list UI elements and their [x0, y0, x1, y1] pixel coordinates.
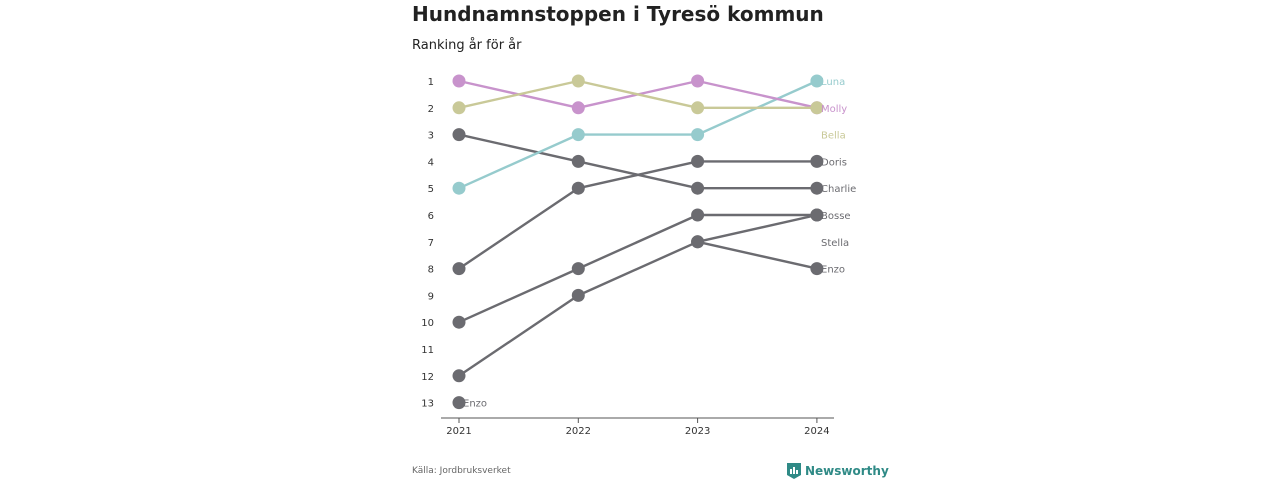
point-bella-2021[interactable]: [452, 101, 466, 115]
chart-title: Hundnamnstoppen i Tyresö kommun: [412, 2, 824, 26]
point-enzo-2023[interactable]: [691, 235, 705, 249]
point-bosse-2022[interactable]: [571, 288, 585, 302]
point-doris-2024[interactable]: [810, 154, 824, 168]
series-line-bella: [458, 79, 817, 110]
y-tick-label: 4: [428, 157, 434, 168]
series-line-enzo: [697, 240, 818, 270]
point-stella-2022[interactable]: [571, 262, 585, 276]
end-label-molly: Molly: [821, 104, 847, 115]
y-tick-label: 1: [428, 77, 434, 88]
y-tick-label: 10: [421, 318, 434, 329]
end-label-charlie: Charlie: [821, 184, 856, 195]
y-tick-label: 6: [428, 211, 434, 222]
point-stella-2021[interactable]: [452, 315, 466, 329]
end-label-bella: Bella: [821, 131, 846, 142]
x-tick-label: 2021: [446, 426, 471, 437]
point-doris-2022[interactable]: [571, 181, 585, 195]
y-tick-label: 7: [428, 238, 434, 249]
end-label-enzo: Enzo: [821, 265, 845, 276]
y-tick-label: 8: [428, 265, 434, 276]
point-stella-2024[interactable]: [810, 208, 824, 222]
point-bosse-2021[interactable]: [452, 369, 466, 383]
point-luna-2024[interactable]: [810, 74, 824, 88]
point-luna-2021[interactable]: [452, 181, 466, 195]
point-enzo-2021[interactable]: [452, 396, 466, 410]
end-label-bosse: Bosse: [821, 211, 851, 222]
y-tick-label: 13: [421, 399, 434, 410]
series-line-charlie: [458, 133, 817, 190]
point-luna-2022[interactable]: [571, 128, 585, 142]
source-note: Källa: Jordbruksverket: [412, 466, 511, 476]
end-label-doris: Doris: [821, 157, 847, 168]
y-tick-label: 5: [428, 184, 434, 195]
series-line-bosse: [458, 213, 818, 377]
point-enzo-2024[interactable]: [810, 262, 824, 276]
point-bella-2024[interactable]: [810, 101, 824, 115]
point-layer: [452, 74, 824, 410]
x-tick-label: 2022: [566, 426, 591, 437]
point-molly-2023[interactable]: [691, 74, 705, 88]
y-tick-label: 12: [421, 372, 434, 383]
point-charlie-2023[interactable]: [691, 181, 705, 195]
end-label-stella: Stella: [821, 238, 849, 249]
x-tick-label: 2023: [685, 426, 710, 437]
point-stella-2023[interactable]: [691, 208, 705, 222]
end-label-luna: Luna: [821, 77, 845, 88]
y-tick-label: 3: [428, 131, 434, 142]
point-charlie-2024[interactable]: [810, 181, 824, 195]
point-luna-2023[interactable]: [691, 128, 705, 142]
point-molly-2022[interactable]: [571, 101, 585, 115]
label-layer: Luna Molly Bella Doris Charlie Bosse Stella Enz…: [463, 77, 856, 410]
x-tick-label: 2024: [804, 426, 829, 437]
newsworthy-icon: [787, 463, 801, 479]
y-tick-label: 2: [428, 104, 434, 115]
series-line-stella: [458, 213, 817, 324]
y-tick-label: 9: [428, 291, 434, 302]
point-charlie-2022[interactable]: [571, 154, 585, 168]
point-bella-2023[interactable]: [691, 101, 705, 115]
point-bella-2022[interactable]: [571, 74, 585, 88]
point-doris-2021[interactable]: [452, 262, 466, 276]
start-label-enzo: Enzo: [463, 399, 487, 410]
point-molly-2021[interactable]: [452, 74, 466, 88]
line-layer: [458, 79, 818, 377]
series-line-luna: [458, 79, 818, 190]
point-charlie-2021[interactable]: [452, 128, 466, 142]
chart-subtitle: Ranking år för år: [412, 38, 522, 53]
brand-name: Newsworthy: [805, 464, 889, 478]
y-tick-label: 11: [421, 345, 434, 356]
brand-logo[interactable]: Newsworthy: [787, 463, 889, 479]
point-doris-2023[interactable]: [691, 154, 705, 168]
